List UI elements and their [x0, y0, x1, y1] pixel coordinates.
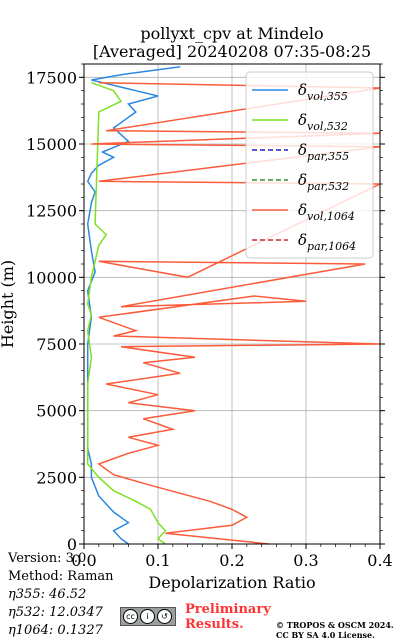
eta355-text: η355: 46.52 [8, 587, 87, 602]
method-text: Method: Raman [8, 569, 114, 584]
y-tick-label: 0 [67, 535, 77, 554]
copyright-line-2: CC BY SA 4.0 License. [276, 630, 375, 640]
eta532-text: η532: 12.0347 [8, 605, 103, 620]
x-axis-label: Depolarization Ratio [148, 573, 315, 592]
x-tick-label: 0.4 [367, 551, 392, 570]
preliminary-line-2: Results. [185, 617, 244, 632]
legend: δvol,355 δvol,532 δpar,355 δpar,532 δvol,106… [245, 71, 374, 259]
legend-box [245, 71, 374, 259]
y-tick-label: 2500 [36, 468, 77, 487]
y-tick-label: 15000 [26, 135, 77, 154]
legend-label: δpar,532 [298, 171, 349, 193]
legend-label: δpar,355 [298, 141, 349, 163]
series-line-vol-355 [86, 65, 181, 545]
legend-label: δpar,1064 [298, 231, 356, 253]
processing-info: Version: 3.0 Method: Raman η355: 46.52 η… [8, 550, 114, 640]
y-axis-label: Height (m) [0, 260, 17, 348]
chart-subtitle: [Averaged] 20240208 07:35-08:25 [93, 42, 371, 61]
preliminary-line-1: Preliminary [185, 602, 271, 617]
y-tick-label: 7500 [36, 335, 77, 354]
axis-ticks: 0.0 0.1 0.2 0.3 0.4 0 2500 5000 7500 10000 12500 15… [26, 63, 393, 570]
copyright-notice: © TROPOS & OSCM 2024. CC BY SA 4.0 Licen… [276, 620, 394, 640]
series-line-vol-532 [86, 81, 167, 545]
x-tick-label: 0.1 [145, 551, 170, 570]
legend-label: δvol,355 [298, 81, 348, 103]
preliminary-notice: Preliminary Results. [185, 602, 271, 632]
legend-label: δvol,532 [298, 111, 348, 133]
cc-icon: cc [123, 609, 138, 624]
x-tick-label: 0.0 [71, 551, 96, 570]
y-tick-label: 12500 [26, 202, 77, 221]
sa-icon: ↺ [157, 609, 172, 624]
y-tick-label: 17500 [26, 68, 77, 87]
copyright-line-1: © TROPOS & OSCM 2024. [276, 620, 394, 630]
x-tick-label: 0.2 [219, 551, 244, 570]
version-text: Version: 3.0 [8, 551, 87, 566]
by-icon: i [140, 609, 155, 624]
x-tick-label: 0.3 [293, 551, 318, 570]
legend-label: δvol,1064 [298, 201, 355, 223]
chart-title: pollyxt_cpv at Mindelo [140, 24, 323, 43]
y-tick-label: 5000 [36, 402, 77, 421]
y-tick-label: 10000 [26, 268, 77, 287]
cc-license-badge: cc i ↺ [120, 607, 176, 626]
eta1064-text: η1064: 0.1327 [8, 623, 103, 638]
